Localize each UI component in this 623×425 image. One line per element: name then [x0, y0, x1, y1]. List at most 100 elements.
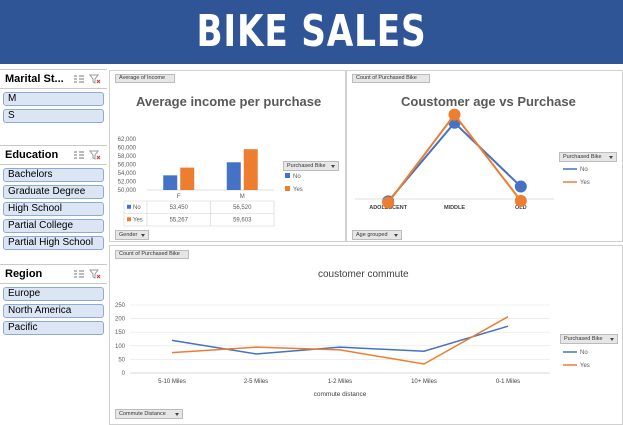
slicer-item[interactable]: M: [3, 92, 104, 106]
value-field-button[interactable]: Count of Purchased Bike: [352, 74, 430, 83]
slicer-item[interactable]: Bachelors: [3, 168, 104, 182]
income-chart-panel[interactable]: Average of Income Average income per pur…: [109, 70, 346, 242]
axis-field-button[interactable]: Age grouped: [352, 230, 402, 240]
y-tick-label: 58,000: [118, 154, 137, 160]
multi-select-icon[interactable]: [73, 269, 85, 279]
table-row-label: No: [133, 205, 141, 211]
legend-field-button[interactable]: Purchased Bike: [559, 152, 617, 162]
commute-chart-panel[interactable]: Count of Purchased Bike coustomer commut…: [109, 245, 623, 425]
legend-field-label: Purchased Bike: [287, 163, 326, 169]
slicer-item[interactable]: Partial High School: [3, 236, 104, 250]
axis-field-label: Commute Distance: [119, 411, 166, 417]
y-tick-label: 52,000: [118, 180, 137, 186]
slicer-education: Education Bachelors Graduate Degree High…: [0, 145, 107, 250]
clear-filter-icon[interactable]: [89, 150, 101, 160]
y-tick-label: 150: [115, 330, 126, 336]
x-tick-label: 10+ Miles: [411, 379, 437, 385]
slicer-item[interactable]: Partial College: [3, 219, 104, 233]
data-label: 53,450: [170, 205, 189, 211]
y-tick-label: 56,000: [118, 163, 137, 169]
legend-field-label: Purchased Bike: [563, 154, 602, 160]
x-tick-label: F: [177, 194, 181, 200]
chart-title: Coustomer age vs Purchase: [401, 94, 576, 109]
axis-field-button[interactable]: Gender: [115, 230, 149, 240]
legend-label: No: [580, 350, 588, 356]
data-point: [514, 180, 527, 193]
dropdown-arrow-icon: [331, 165, 335, 168]
bar: [163, 175, 178, 190]
y-tick-label: 60,000: [118, 146, 137, 152]
legend-label: Yes: [580, 180, 590, 186]
x-tick-label: MIDDLE: [444, 205, 465, 211]
slicer-marital-status: Marital St... M S: [0, 69, 107, 123]
slicer-item[interactable]: Graduate Degree: [3, 185, 104, 199]
age-chart-panel[interactable]: Count of Purchased Bike Coustomer age vs…: [346, 70, 623, 242]
slicer-title: Education: [5, 149, 59, 161]
y-tick-label: 200: [115, 317, 126, 323]
data-point: [514, 194, 527, 207]
data-point: [382, 196, 395, 209]
y-tick-label: 50,000: [118, 188, 137, 194]
y-tick-label: 0: [122, 371, 126, 377]
axis-field-label: Gender: [119, 232, 138, 238]
dropdown-arrow-icon: [394, 234, 398, 237]
dropdown-arrow-icon: [609, 156, 613, 159]
slicer-item[interactable]: Europe: [3, 287, 104, 301]
legend-field-button[interactable]: Purchased Bike: [283, 161, 339, 171]
legend-label: No: [293, 174, 301, 180]
y-tick-label: 62,000: [118, 137, 137, 143]
data-point: [448, 108, 461, 121]
legend-field-button[interactable]: Purchased Bike: [560, 334, 618, 344]
axis-field-button[interactable]: Commute Distance: [115, 409, 183, 419]
slicer-title: Region: [5, 268, 43, 280]
value-field-button[interactable]: Count of Purchased Bike: [115, 250, 189, 259]
legend-key: [127, 217, 131, 222]
data-label: 56,520: [233, 205, 252, 211]
multi-select-icon[interactable]: [73, 150, 85, 160]
commute-line-chart: 250 200 150 100 50 0 5-10 Miles 2-5 Miles 1-2 Mi…: [115, 303, 590, 398]
legend-field-label: Purchased Bike: [564, 336, 603, 342]
x-tick-label: 2-5 Miles: [244, 379, 268, 385]
y-tick-label: 50: [118, 357, 125, 363]
bar: [180, 167, 195, 190]
chart-title: Average income per purchase: [136, 94, 322, 109]
y-tick-label: 54,000: [118, 171, 137, 177]
chart-title: coustomer commute: [318, 269, 409, 280]
multi-select-icon[interactable]: [73, 74, 85, 84]
slicer-item[interactable]: S: [3, 109, 104, 123]
dropdown-arrow-icon: [175, 413, 179, 416]
x-tick-label: OLD: [515, 205, 527, 211]
age-line-chart: ADOLESCENTMIDDLEOLDNoYes: [355, 108, 590, 211]
legend-label: No: [580, 167, 588, 173]
legend-label: Yes: [293, 187, 303, 193]
slicer-header: Education: [0, 146, 107, 165]
slicer-item[interactable]: North America: [3, 304, 104, 318]
slicer-title: Marital St...: [5, 73, 64, 85]
bar: [226, 162, 241, 190]
table-row-label: Yes: [133, 217, 143, 223]
slicer-item[interactable]: High School: [3, 202, 104, 216]
legend-label: Yes: [580, 363, 590, 369]
series-line: [387, 121, 522, 202]
income-bar-chart: 62,000 60,000 58,000 56,000 54,000 52,000 50,0…: [118, 137, 303, 227]
clear-filter-icon[interactable]: [89, 269, 101, 279]
dropdown-arrow-icon: [141, 234, 145, 237]
legend-key: [127, 204, 131, 209]
x-tick-label: 5-10 Miles: [158, 379, 186, 385]
slicer-header: Marital St...: [0, 70, 107, 89]
bar: [243, 149, 258, 190]
slicer-item[interactable]: Pacific: [3, 321, 104, 335]
clear-filter-icon[interactable]: [89, 74, 101, 84]
slicer-header: Region: [0, 265, 107, 284]
x-tick-label: M: [240, 194, 245, 200]
x-tick-label: 0-1 Miles: [496, 379, 520, 385]
axis-field-label: Age grouped: [356, 232, 388, 238]
series-line: [171, 316, 509, 365]
data-label: 55,267: [170, 217, 189, 223]
x-axis-title: commute distance: [314, 391, 367, 398]
banner: BIKE SALES DASHBOARD: [0, 0, 623, 121]
value-field-button[interactable]: Average of Income: [115, 74, 175, 83]
legend-key: [285, 186, 290, 191]
legend-key: [285, 173, 290, 178]
